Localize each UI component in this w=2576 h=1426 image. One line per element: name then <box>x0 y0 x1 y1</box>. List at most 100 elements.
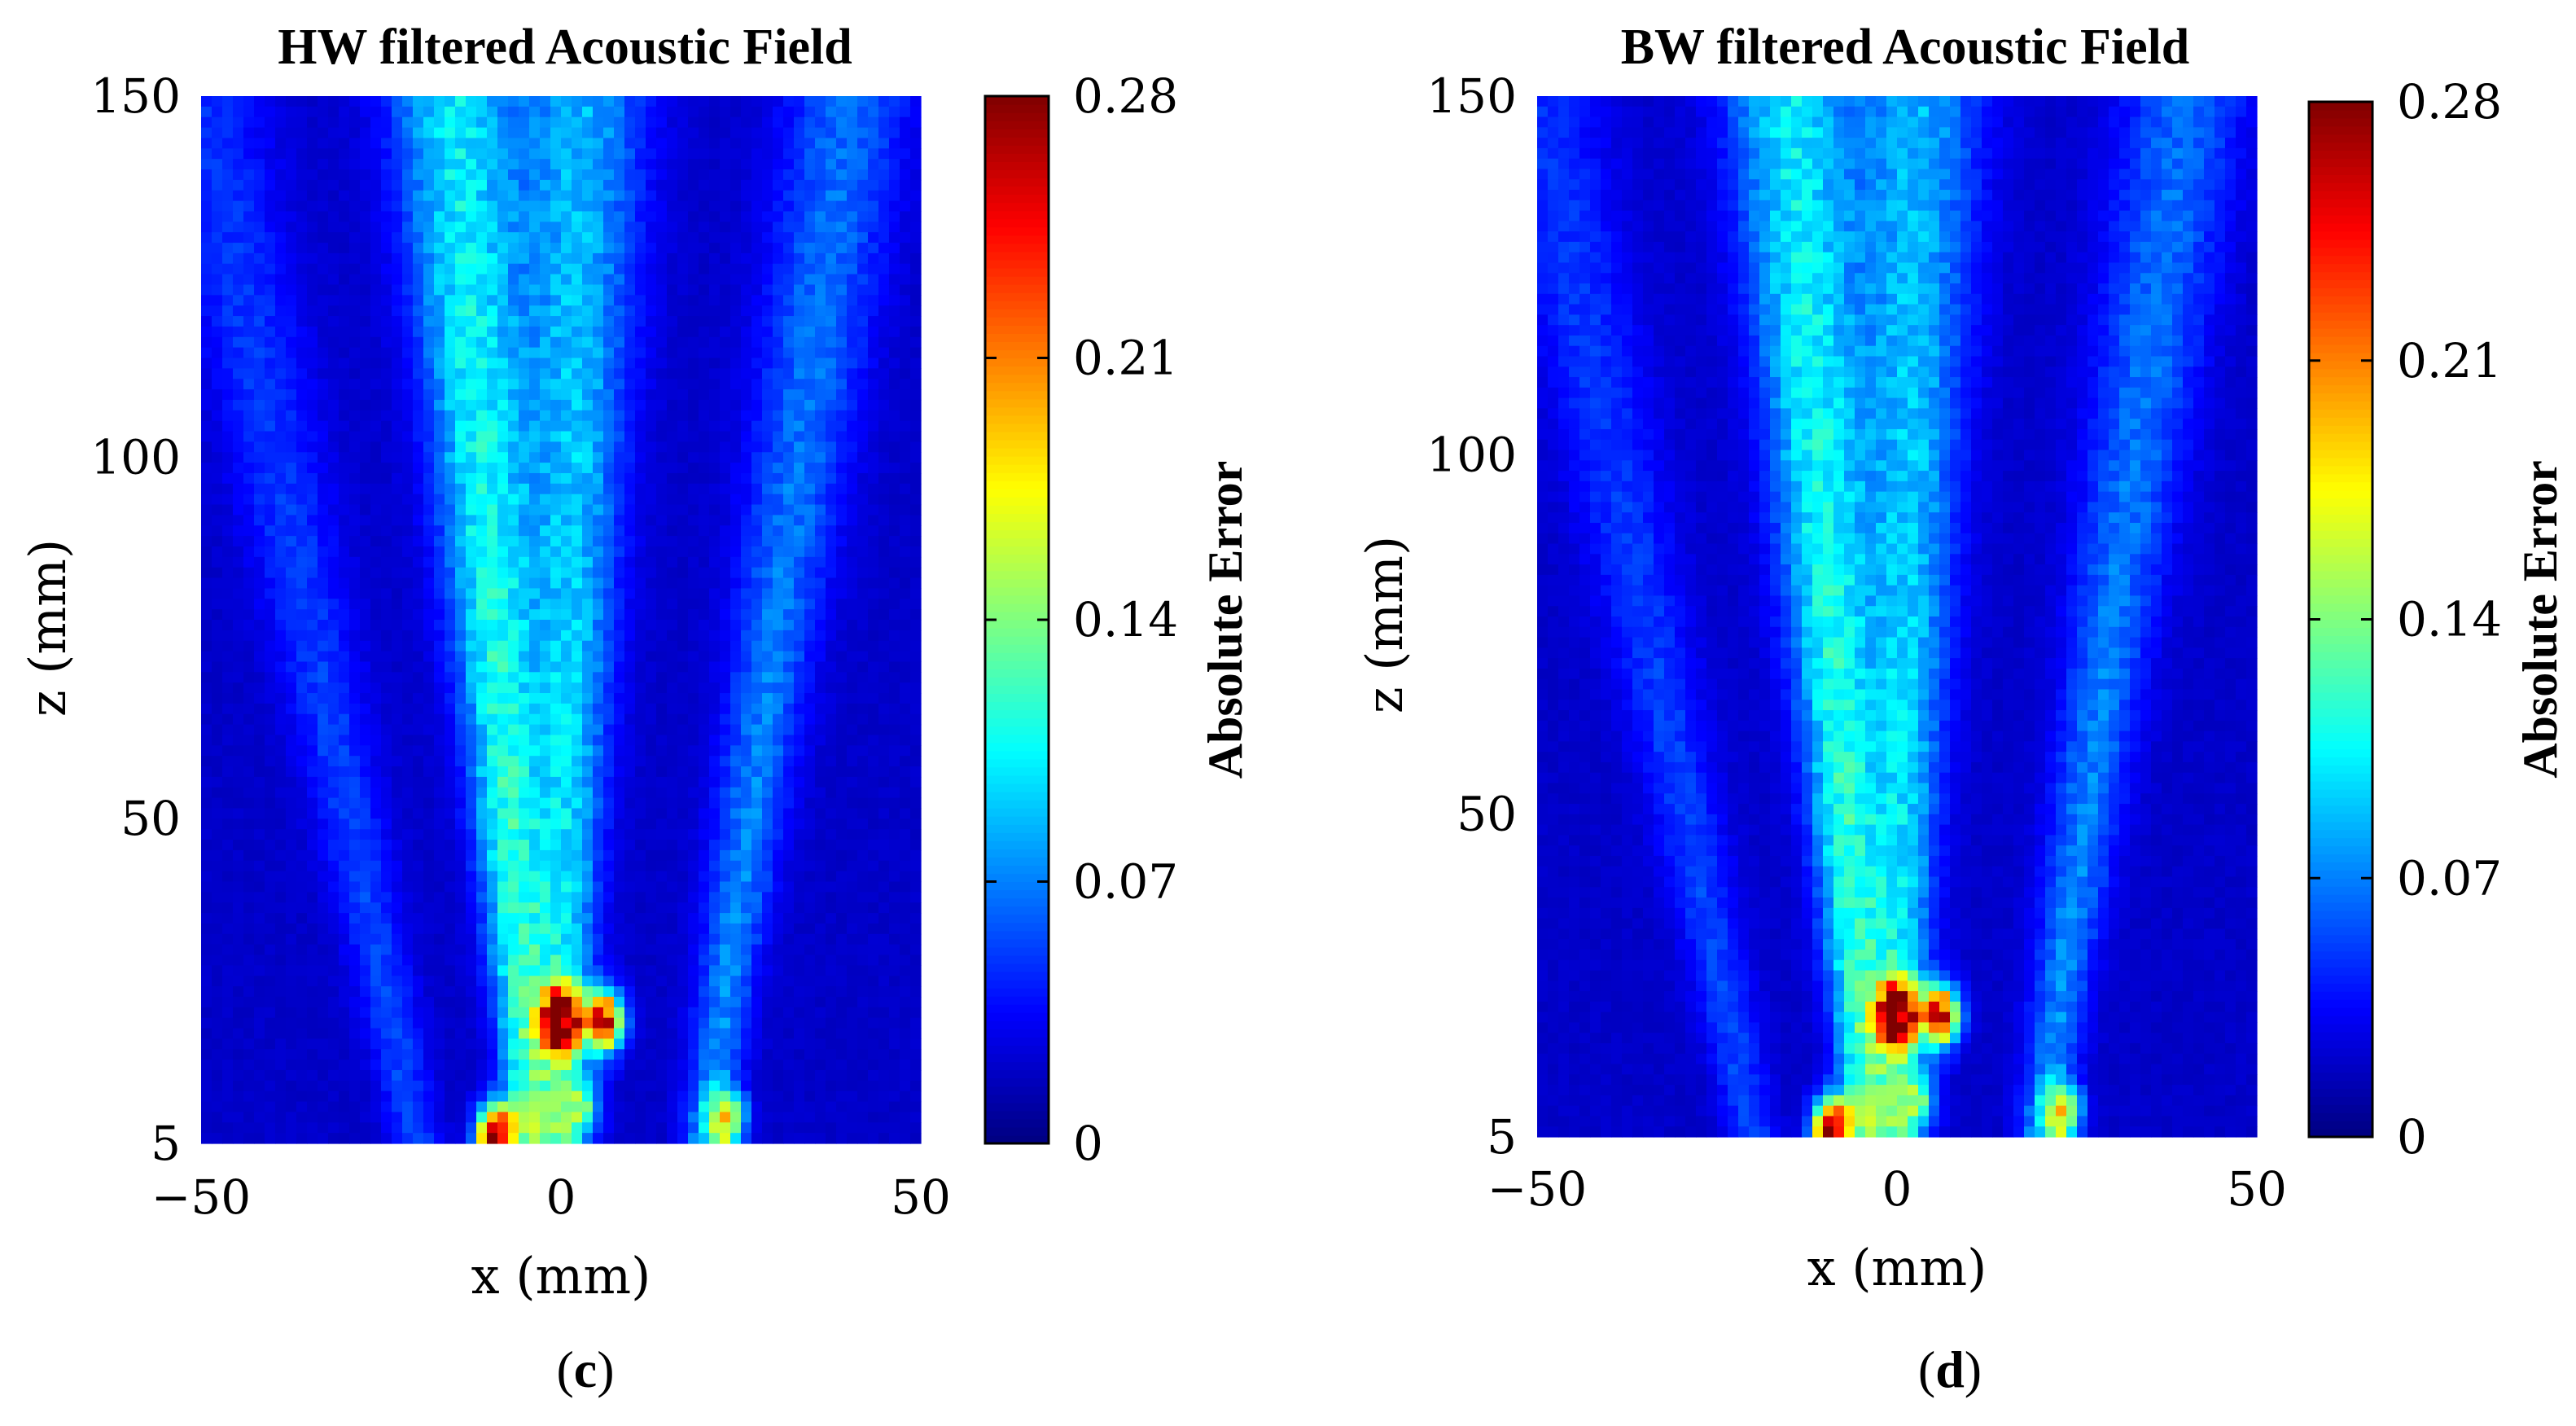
heatmap-cell <box>212 305 223 317</box>
heatmap-cell <box>434 1112 445 1123</box>
heatmap-cell <box>487 546 498 558</box>
heatmap-cell <box>243 902 255 914</box>
heatmap-cell <box>275 651 287 663</box>
heatmap-cell <box>497 954 509 966</box>
heatmap-cell <box>466 745 477 757</box>
heatmap-cell <box>318 472 329 485</box>
heatmap-cell <box>593 797 604 810</box>
heatmap-cell <box>233 620 244 631</box>
heatmap-cell <box>423 243 435 254</box>
heatmap-cell <box>656 252 668 265</box>
heatmap-cell <box>656 849 668 862</box>
heatmap-cell <box>201 787 212 799</box>
heatmap-cell <box>572 724 583 736</box>
heatmap-cell <box>529 190 541 202</box>
heatmap-cell <box>667 620 678 631</box>
heatmap-cell <box>328 1090 340 1103</box>
heatmap-cell <box>646 1017 657 1029</box>
heatmap-cell <box>392 1038 403 1050</box>
heatmap-cell <box>265 368 276 380</box>
heatmap-cell <box>370 116 382 129</box>
heatmap-cell <box>349 169 361 181</box>
heatmap-cell <box>540 399 551 411</box>
heatmap-cell <box>254 944 265 956</box>
heatmap-cell <box>476 336 488 349</box>
heatmap-cell <box>709 1060 721 1071</box>
heatmap-cell <box>423 274 435 286</box>
heatmap-cell <box>466 787 477 799</box>
heatmap-cell <box>296 116 308 129</box>
heatmap-cell <box>307 525 318 537</box>
heatmap-cell <box>445 1122 456 1134</box>
heatmap-cell <box>624 630 636 642</box>
heatmap-cell <box>593 881 604 893</box>
heatmap-cell <box>635 441 646 453</box>
heatmap-cell <box>677 787 689 799</box>
heatmap-cell <box>667 640 678 652</box>
heatmap-cell <box>656 620 668 631</box>
heatmap-cell <box>307 808 318 819</box>
heatmap-cell <box>635 347 646 359</box>
heatmap-cell <box>296 766 308 778</box>
heatmap-cell <box>296 829 308 840</box>
heatmap-cell <box>688 1060 699 1071</box>
heatmap-cell <box>328 420 340 432</box>
heatmap-cell <box>709 776 721 788</box>
heatmap-cell <box>455 379 467 390</box>
heatmap-cell <box>381 106 392 118</box>
heatmap-cell <box>635 200 646 213</box>
heatmap-cell <box>476 776 488 788</box>
heatmap-cell <box>720 358 731 369</box>
heatmap-cell <box>572 1049 583 1060</box>
heatmap-cell <box>529 892 541 903</box>
heatmap-cell <box>466 546 477 558</box>
heatmap-cell <box>635 232 646 244</box>
heatmap-cell <box>349 1122 361 1134</box>
heatmap-cell <box>603 274 615 286</box>
heatmap-cell <box>720 672 731 683</box>
heatmap-cell <box>254 1122 265 1134</box>
heatmap-cell <box>487 169 498 181</box>
heatmap-cell <box>455 588 467 599</box>
heatmap-cell <box>688 274 699 286</box>
heatmap-cell <box>699 599 710 610</box>
heatmap-cell <box>677 693 689 704</box>
heatmap-cell <box>646 347 657 359</box>
heatmap-cell <box>254 976 265 987</box>
heatmap-cell <box>688 860 699 872</box>
heatmap-cell <box>646 243 657 254</box>
heatmap-cell <box>646 923 657 935</box>
heatmap-cell <box>222 525 234 537</box>
heatmap-cell <box>233 148 244 160</box>
heatmap-cell <box>476 860 488 872</box>
heatmap-cell <box>582 358 594 369</box>
heatmap-cell <box>624 913 636 924</box>
heatmap-cell <box>212 735 223 746</box>
heatmap-cell <box>445 106 456 118</box>
heatmap-cell <box>487 933 498 946</box>
heatmap-cell <box>667 452 678 463</box>
heatmap-cell <box>434 672 445 683</box>
heatmap-cell <box>519 693 530 704</box>
heatmap-cell <box>550 336 562 349</box>
heatmap-cell <box>561 797 572 810</box>
heatmap-cell <box>667 818 678 830</box>
heatmap-cell <box>212 682 223 694</box>
heatmap-cell <box>572 944 583 956</box>
heatmap-cell <box>413 336 424 349</box>
heatmap-cell <box>677 745 689 757</box>
heatmap-cell <box>265 389 276 401</box>
heatmap-cell <box>709 756 721 767</box>
heatmap-cell <box>455 923 467 935</box>
heatmap-cell <box>360 567 371 579</box>
heatmap-cell <box>635 452 646 463</box>
heatmap-cell <box>254 923 265 935</box>
heatmap-cell <box>286 954 297 966</box>
heatmap-cell <box>709 452 721 463</box>
heatmap-cell <box>709 766 721 778</box>
heatmap-cell <box>677 263 689 275</box>
heatmap-cell <box>254 860 265 872</box>
heatmap-cell <box>455 745 467 757</box>
heatmap-cell <box>550 944 562 956</box>
heatmap-cell <box>254 441 265 453</box>
